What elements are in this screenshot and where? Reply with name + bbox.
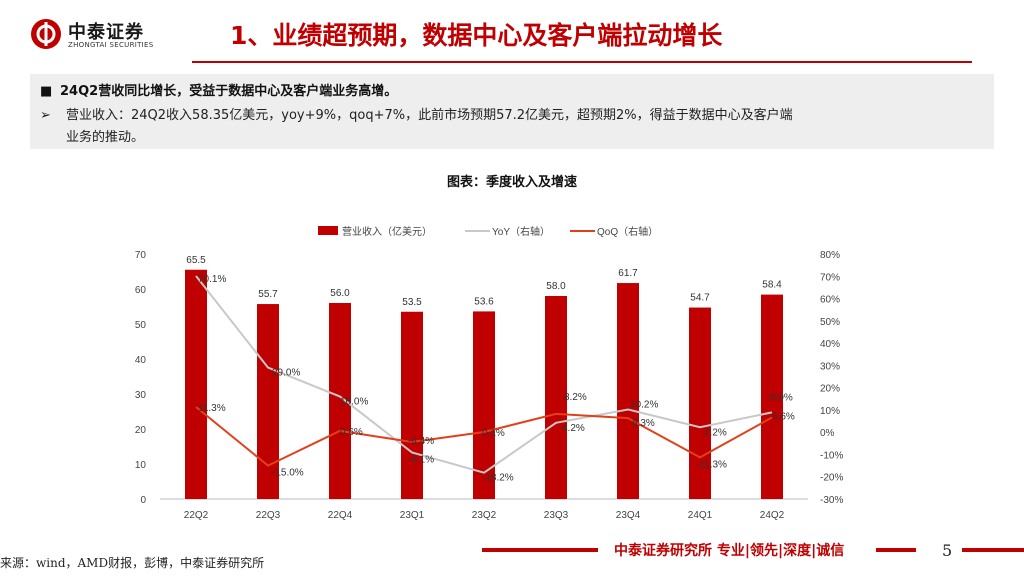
page-number: 5 <box>942 541 953 560</box>
legend-label-revenue: 营业收入（亿美元） <box>342 225 432 238</box>
logo-name-cn: 中泰证券 <box>68 22 144 43</box>
yoy-point-label: 16.0% <box>340 397 368 408</box>
x-axis-tick-label: 24Q2 <box>760 510 785 521</box>
yoy-point-label: 4.2% <box>562 423 585 434</box>
revenue-bar <box>617 283 639 499</box>
right-axis-tick-label: 10% <box>820 406 840 417</box>
revenue-bar-label: 55.7 <box>258 289 278 300</box>
yoy-point-label: -18.2% <box>482 473 514 484</box>
left-axis-tick-label: 60 <box>135 285 147 296</box>
summary-box: ■ 24Q2营收同比增长，受益于数据中心及客户端业务高增。 ➢ 营业收入：24Q2收… <box>30 74 994 149</box>
yoy-point-label: 29.0% <box>272 368 300 379</box>
revenue-bar <box>401 311 423 499</box>
x-axis-tick-label: 23Q2 <box>472 510 497 521</box>
title-divider <box>192 61 972 63</box>
revenue-bar <box>473 311 495 499</box>
qoq-point-label: 0.1% <box>482 428 505 439</box>
legend-label-yoy: YoY（右轴） <box>492 225 550 238</box>
right-axis-tick-label: -30% <box>820 495 843 506</box>
left-axis-tick-label: 50 <box>135 320 147 331</box>
legend-label-qoq: QoQ（右轴） <box>597 225 658 238</box>
arrow-bullet-icon: ➢ <box>40 108 51 123</box>
revenue-bar-label: 53.6 <box>474 296 494 307</box>
qoq-point-label: 6.3% <box>632 418 655 429</box>
logo-name-en: ZHONGTAI SECURITIES <box>68 41 154 49</box>
right-axis-tick-label: 40% <box>820 339 840 350</box>
revenue-bar-label: 56.0 <box>330 288 350 299</box>
left-axis-tick-label: 0 <box>140 495 146 506</box>
summary-bullet-2-line2: 业务的推动。 <box>66 130 145 145</box>
left-axis-tick-label: 40 <box>135 355 147 366</box>
source-note: 来源：wind，AMD财报，彭博，中泰证券研究所 <box>0 556 265 570</box>
revenue-bar <box>545 296 567 499</box>
right-axis-tick-label: 0% <box>820 428 835 439</box>
revenue-bar-label: 58.4 <box>762 280 782 291</box>
revenue-bar <box>761 294 783 499</box>
legend-swatch-revenue <box>318 226 338 235</box>
right-axis-tick-label: -10% <box>820 450 843 461</box>
footer-rule-far-right <box>962 548 1024 552</box>
footer-rule-left <box>482 548 598 552</box>
x-axis-tick-label: 24Q1 <box>688 510 713 521</box>
x-axis-tick-label: 22Q3 <box>256 510 281 521</box>
yoy-point-label: 10.2% <box>630 399 658 410</box>
revenue-bar-label: 53.5 <box>402 297 422 308</box>
left-axis-tick-label: 70 <box>135 250 147 261</box>
yoy-point-label: -9.1% <box>408 454 434 465</box>
revenue-bar <box>185 269 207 499</box>
summary-bullet-2: ➢ 营业收入：24Q2收入58.35亿美元，yoy+9%，qoq+7%，此前市场预… <box>40 105 988 149</box>
revenue-bar-label: 54.7 <box>690 293 710 304</box>
square-bullet-icon: ■ <box>40 84 53 99</box>
left-axis-tick-label: 20 <box>135 425 147 436</box>
x-axis-tick-label: 22Q4 <box>328 510 353 521</box>
summary-bullet-1-text: 24Q2营收同比增长，受益于数据中心及客户端业务高增。 <box>60 84 398 99</box>
revenue-bar <box>257 304 279 499</box>
x-axis-tick-label: 23Q3 <box>544 510 569 521</box>
x-axis-tick-label: 22Q2 <box>184 510 209 521</box>
chart-title: 图表：季度收入及增速 <box>446 175 577 190</box>
yoy-point-label: 8.9% <box>770 392 793 403</box>
qoq-line <box>195 406 773 467</box>
qoq-point-label: -15.0% <box>272 468 304 479</box>
qoq-point-label: -4.4% <box>408 436 434 447</box>
right-axis-tick-label: 60% <box>820 295 840 306</box>
left-axis-tick-label: 30 <box>135 390 147 401</box>
x-axis-tick-label: 23Q4 <box>616 510 641 521</box>
x-axis-tick-label: 23Q1 <box>400 510 425 521</box>
right-axis-tick-label: 80% <box>820 250 840 261</box>
right-axis-tick-label: 30% <box>820 361 840 372</box>
summary-bullet-1: ■ 24Q2营收同比增长，受益于数据中心及客户端业务高增。 <box>40 80 397 99</box>
right-axis-tick-label: 70% <box>820 272 840 283</box>
revenue-bar-label: 61.7 <box>618 268 638 279</box>
logo: 中泰证券 ZHONGTAI SECURITIES <box>30 18 180 54</box>
qoq-point-label: -11.3% <box>696 459 727 470</box>
page-title: 1、业绩超预期，数据中心及客户端拉动增长 <box>230 21 723 50</box>
revenue-bar-label: 65.5 <box>186 255 206 266</box>
yoy-point-label: 2.2% <box>704 427 727 438</box>
revenue-bar-label: 58.0 <box>546 281 566 292</box>
revenue-bar <box>689 307 711 499</box>
right-axis-tick-label: 50% <box>820 317 840 328</box>
qoq-point-label: 8.2% <box>564 392 587 403</box>
right-axis-tick-label: -20% <box>820 473 843 484</box>
yoy-point-label: 70.1% <box>198 274 226 285</box>
yoy-line <box>195 275 773 474</box>
qoq-point-label: 6.6% <box>772 411 795 422</box>
summary-bullet-2-line1: 营业收入：24Q2收入58.35亿美元，yoy+9%，qoq+7%，此前市场预期… <box>66 108 793 123</box>
left-axis-tick-label: 10 <box>135 460 147 471</box>
revenue-bar <box>329 303 351 499</box>
right-axis-tick-label: 20% <box>820 384 840 395</box>
qoq-point-label: 0.6% <box>340 427 363 438</box>
qoq-point-label: 11.3% <box>198 403 226 414</box>
footer-rule-right <box>876 548 916 552</box>
logo-icon <box>31 19 61 49</box>
footer-slogan: 中泰证券研究所 专业|领先|深度|诚信 <box>614 543 845 559</box>
